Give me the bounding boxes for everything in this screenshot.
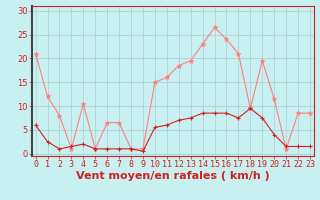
X-axis label: Vent moyen/en rafales ( km/h ): Vent moyen/en rafales ( km/h ) (76, 171, 270, 181)
